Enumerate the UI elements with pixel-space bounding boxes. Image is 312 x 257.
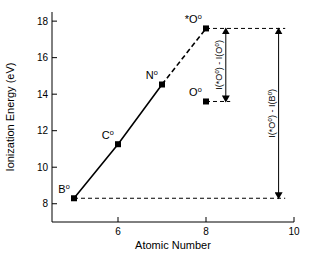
y-tick xyxy=(52,94,57,95)
x-tick-label: 8 xyxy=(203,226,209,237)
y-tick-label: 8 xyxy=(42,198,48,209)
point-label: B⁰ xyxy=(58,183,70,195)
y-axis xyxy=(52,12,53,222)
point-label: O⁰ xyxy=(189,86,203,98)
point-label: *O⁰ xyxy=(185,13,203,25)
y-tick-label: 12 xyxy=(37,125,49,136)
y-tick xyxy=(52,167,57,168)
annotation-arrow xyxy=(225,28,226,101)
y-tick xyxy=(52,57,57,58)
point-marker xyxy=(159,81,165,87)
y-axis-title: Ionization Energy (eV) xyxy=(4,63,16,172)
series-line xyxy=(162,28,206,84)
point-labels: B⁰ C⁰ N⁰ *O⁰ O⁰ xyxy=(58,13,202,195)
point-marker xyxy=(203,25,209,31)
x-tick xyxy=(118,217,119,222)
y-tick-label: 16 xyxy=(37,52,49,63)
x-axis xyxy=(52,222,294,223)
reference-line xyxy=(206,28,285,29)
point-marker xyxy=(203,98,209,104)
x-tick-label: 10 xyxy=(288,226,300,237)
reference-line xyxy=(206,101,230,102)
y-tick-label: 14 xyxy=(37,89,49,100)
point-marker xyxy=(115,141,121,147)
y-tick xyxy=(52,130,57,131)
annotation-text: I(*O⁰) - I(O⁰) xyxy=(214,40,224,90)
x-axis-title: Atomic Number xyxy=(135,239,211,251)
y-tick xyxy=(52,203,57,204)
point-label: C⁰ xyxy=(102,129,115,141)
annotation-arrow xyxy=(278,28,279,198)
point-label: N⁰ xyxy=(146,69,159,81)
chart: 6 8 10 8 10 12 14 16 18 Atomic Number Ionization E… xyxy=(0,0,312,257)
plot-area xyxy=(71,25,285,201)
x-tick-label: 6 xyxy=(115,226,121,237)
reference-line xyxy=(74,198,285,199)
x-tick xyxy=(294,217,295,222)
point-marker xyxy=(71,195,77,201)
y-tick-label: 18 xyxy=(37,16,49,27)
y-tick-label: 10 xyxy=(37,162,49,173)
x-tick xyxy=(206,217,207,222)
y-tick xyxy=(52,21,57,22)
annotation-text: I(*O⁰) - I(B⁰) xyxy=(267,89,277,138)
series-line xyxy=(74,85,162,199)
